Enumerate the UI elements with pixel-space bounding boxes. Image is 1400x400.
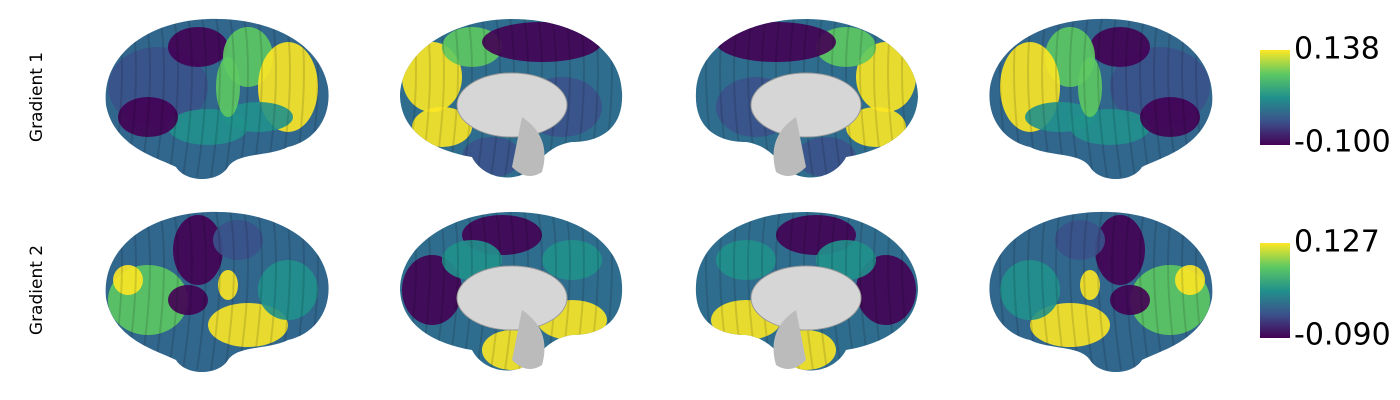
sulcus: [1153, 18, 1164, 178]
sulcus: [252, 211, 263, 371]
surface-patch: [258, 260, 318, 320]
sulcus: [1055, 18, 1066, 178]
sulcus: [1069, 18, 1080, 178]
surface-patch: [1078, 57, 1102, 117]
surface-patch: [1110, 285, 1150, 315]
sulcus: [1069, 211, 1080, 371]
sulcus: [1097, 18, 1108, 178]
surface-patch: [168, 109, 248, 145]
surface-patch: [1070, 109, 1150, 145]
sulcus: [1097, 211, 1108, 371]
sulcus: [1083, 211, 1094, 371]
surface-patch: [113, 265, 143, 295]
surface-patch: [168, 27, 228, 67]
surface-patch: [542, 240, 602, 280]
sulcus: [210, 18, 221, 178]
surface-patch: [1140, 97, 1200, 137]
surface-patch: [118, 97, 178, 137]
sulcus: [154, 211, 165, 371]
sulcus: [210, 211, 221, 371]
brain-view: [400, 212, 623, 371]
surface-patch: [716, 240, 776, 280]
surface-patch: [482, 22, 602, 62]
colorbar-min: -0.090: [1294, 318, 1391, 353]
surface-patch: [412, 107, 472, 147]
colorbar-max: 0.127: [1294, 225, 1380, 260]
sulcus: [196, 18, 207, 178]
sulcus: [1111, 211, 1122, 371]
sulcus: [1125, 18, 1136, 178]
midline: [750, 72, 862, 138]
midline: [750, 265, 862, 331]
sulcus: [182, 18, 193, 178]
brain-view: [105, 18, 329, 180]
brain-view: [695, 212, 918, 371]
surface: [989, 18, 1213, 180]
sulcus: [224, 211, 235, 371]
sulcus: [1111, 18, 1122, 178]
sulcus: [1139, 211, 1150, 371]
colorbar: [1260, 50, 1290, 145]
surface-patch: [846, 107, 906, 147]
brain-view: [400, 19, 623, 178]
midline: [456, 265, 568, 331]
colorbar-min: -0.100: [1294, 125, 1391, 160]
surface-patch: [856, 255, 916, 325]
sulcus: [224, 18, 235, 178]
sulcus: [238, 211, 249, 371]
sulcus: [1055, 211, 1066, 371]
sulcus: [1153, 211, 1164, 371]
sulcus: [1083, 18, 1094, 178]
surface: [105, 211, 329, 373]
sulcus: [1139, 18, 1150, 178]
surface-patch: [168, 285, 208, 315]
surface-patch: [173, 215, 223, 285]
surface-patch: [1055, 220, 1105, 260]
sulcus: [168, 211, 179, 371]
row-label: Gradient 1: [27, 52, 47, 142]
surface-patch: [1090, 27, 1150, 67]
midline: [456, 72, 568, 138]
brainstem: [512, 117, 545, 176]
sulcus: [1125, 211, 1136, 371]
sulcus: [252, 18, 263, 178]
row-label: Gradient 2: [27, 245, 47, 335]
surface-patch: [208, 303, 288, 347]
surface-patch: [1000, 260, 1060, 320]
surface-patch: [1030, 303, 1110, 347]
surface-patch: [1175, 265, 1205, 295]
colorbar: [1260, 243, 1290, 338]
brain-view: [695, 19, 918, 178]
surface-patch: [856, 42, 916, 112]
surface-patch: [216, 57, 240, 117]
sulcus: [154, 18, 165, 178]
brain-view: [989, 18, 1213, 180]
surface-patch: [1080, 270, 1100, 300]
brainstem: [773, 117, 806, 176]
surface: [989, 211, 1213, 373]
surface-patch: [1095, 215, 1145, 285]
brain-view: [989, 211, 1213, 373]
surface-patch: [213, 220, 263, 260]
surface-patch: [218, 270, 238, 300]
brain-view: [105, 211, 329, 373]
sulcus: [196, 211, 207, 371]
brainstem: [773, 310, 806, 369]
sulcus: [168, 18, 179, 178]
sulcus: [238, 18, 249, 178]
surface-patch: [716, 22, 836, 62]
brainstem: [512, 310, 545, 369]
surface: [105, 18, 329, 180]
surface-patch: [402, 42, 462, 112]
surface-patch: [402, 255, 462, 325]
sulcus: [182, 211, 193, 371]
colorbar-max: 0.138: [1294, 32, 1380, 67]
